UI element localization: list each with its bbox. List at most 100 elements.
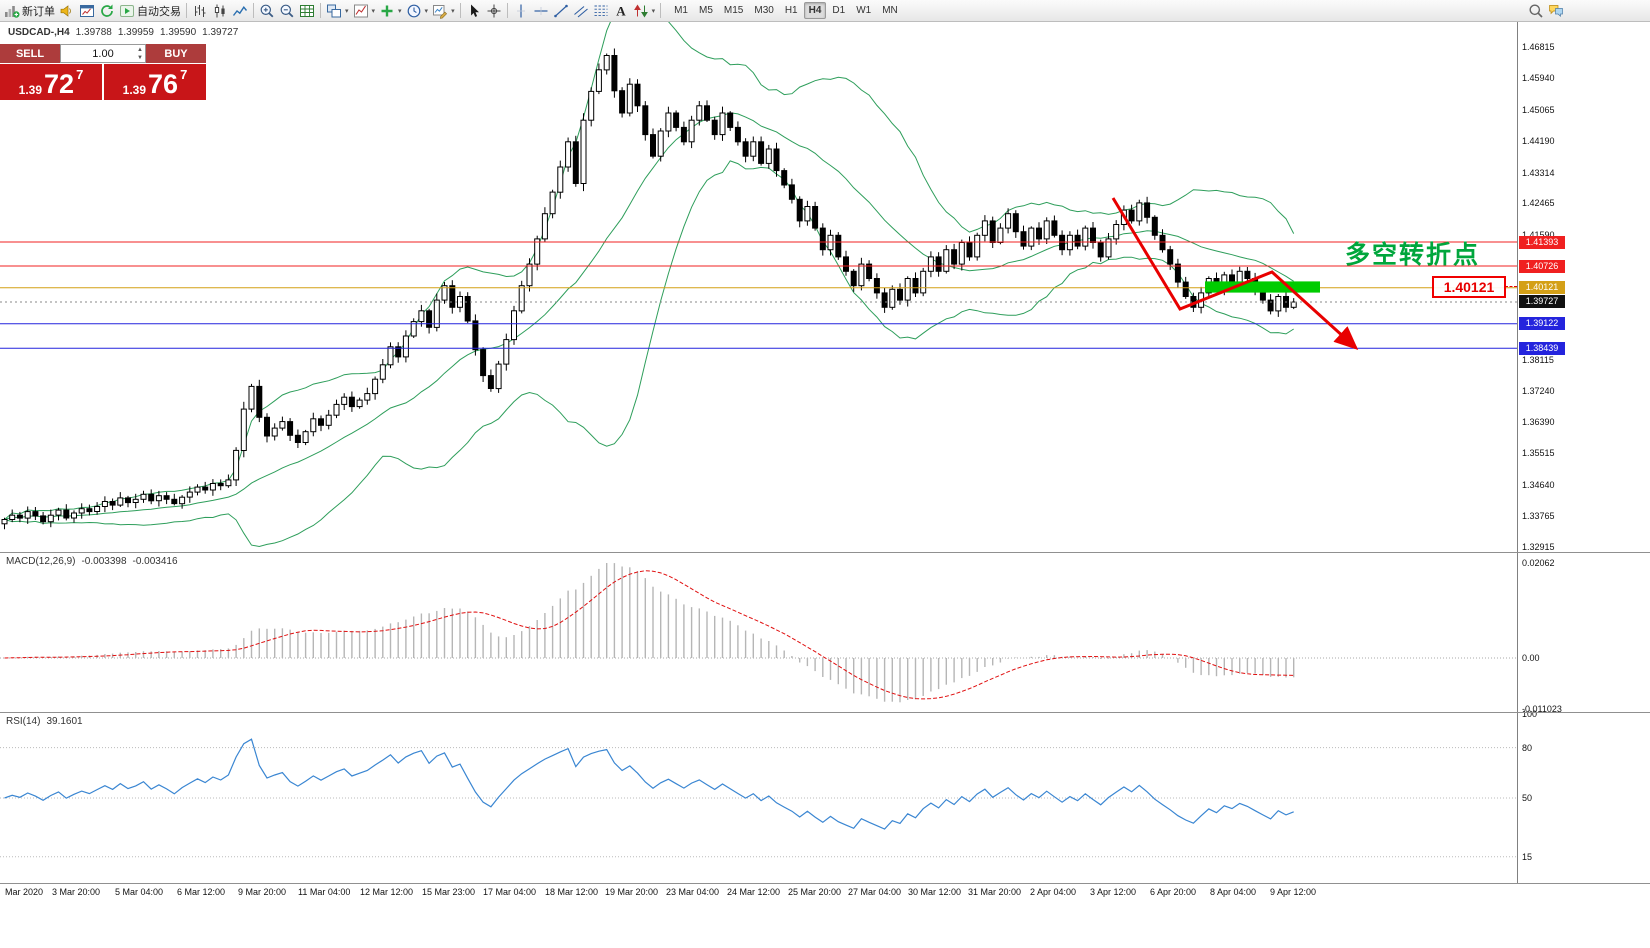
buy-price-button[interactable]: 1.39 76 7 [104, 64, 206, 100]
price-chart[interactable] [0, 22, 1517, 552]
community-chat-button[interactable] [1546, 1, 1566, 21]
new-chart-button[interactable] [77, 1, 97, 21]
dropdown-caret-icon[interactable]: ▾ [345, 7, 349, 15]
time-axis-label: 19 Mar 20:00 [605, 887, 659, 897]
timeframe-mn-button[interactable]: MN [882, 5, 898, 16]
macd-signal-line [4, 570, 1294, 700]
zoom-in-icon [259, 3, 275, 19]
profiles-button[interactable]: ▾ [324, 1, 351, 21]
price-badge: 1.40726 [1519, 260, 1565, 273]
bollinger-lower-band [4, 160, 1294, 548]
horizontal-line-button[interactable] [531, 1, 551, 21]
sell-price-button[interactable]: 1.39 72 7 [0, 64, 102, 100]
sell-button[interactable]: SELL [0, 44, 60, 63]
fibonacci-button[interactable] [591, 1, 611, 21]
price-badge: 1.40121 [1519, 281, 1565, 294]
vertical-line-button[interactable] [511, 1, 531, 21]
templates-button[interactable]: ▾ [430, 1, 457, 21]
main-chart-region[interactable]: USDCAD-,H4 1.39788 1.39959 1.39590 1.397… [0, 22, 1517, 552]
crosshair-button[interactable] [484, 1, 504, 21]
panel-divider[interactable] [0, 552, 1650, 553]
timeframe-w1-button[interactable]: W1 [856, 5, 872, 16]
tile-windows-icon [299, 3, 315, 19]
rsi-name: RSI(14) [6, 716, 41, 727]
price-axis[interactable]: 1.46815 1.45940 1.45065 1.44190 1.43314 1.424… [1517, 22, 1650, 883]
rsi-axis-label: 80 [1522, 743, 1533, 753]
timeframe-h4-button[interactable]: H4 [803, 2, 827, 19]
buy-price-sup: 7 [180, 67, 188, 82]
equidistant-channel-button[interactable] [571, 1, 591, 21]
new-chart-icon [79, 3, 95, 19]
panel-divider[interactable] [0, 712, 1650, 713]
line-chart-icon [232, 3, 248, 19]
dropdown-caret-icon[interactable]: ▾ [371, 7, 376, 15]
time-axis-label: 27 Mar 04:00 [848, 887, 902, 897]
vertical-line-icon [513, 3, 529, 19]
new-order-button[interactable]: 新订单 [2, 1, 57, 21]
refresh-button[interactable] [97, 1, 117, 21]
refresh-icon [99, 3, 115, 19]
bar-chart-button[interactable] [190, 1, 210, 21]
toolbar-separator [253, 3, 254, 18]
time-axis-label: 6 Apr 20:00 [1150, 887, 1197, 897]
trendline-button[interactable] [551, 1, 571, 21]
periods-button[interactable]: ▾ [404, 1, 431, 21]
price-axis-label: 1.34640 [1522, 480, 1555, 490]
candlestick-chart-button[interactable] [210, 1, 230, 21]
zoom-out-icon [279, 3, 295, 19]
line-chart-button[interactable] [230, 1, 250, 21]
crosshair-icon [486, 3, 502, 19]
dropdown-caret-icon[interactable]: ▾ [451, 7, 455, 15]
chart-annotation-text[interactable]: 多空转折点 [1345, 241, 1481, 269]
rsi-label: RSI(14) 39.1601 [6, 716, 83, 727]
timeframe-h1-button[interactable]: H1 [784, 5, 798, 16]
panel-divider[interactable] [0, 883, 1650, 884]
search-button[interactable] [1526, 1, 1546, 21]
zoom-out-button[interactable] [277, 1, 297, 21]
timeframe-d1-button[interactable]: D1 [832, 5, 846, 16]
macd-panel[interactable]: MACD(12,26,9) -0.003398 -0.003416 [0, 553, 1517, 712]
indicators-button[interactable]: ▾ [351, 1, 378, 21]
rsi-chart[interactable] [0, 713, 1517, 883]
autotrade-button[interactable]: 自动交易 [117, 1, 183, 21]
dropdown-caret-icon[interactable]: ▾ [651, 7, 656, 15]
time-axis-label: 3 Apr 12:00 [1090, 887, 1137, 897]
templates-icon [432, 3, 448, 19]
add-indicator-button[interactable]: ▾ [377, 1, 404, 21]
high-value: 1.39959 [117, 27, 154, 38]
macd-histogram [11, 563, 1295, 703]
timeframe-m30-button[interactable]: M30 [754, 5, 774, 16]
timeframe-m15-button[interactable]: M15 [723, 5, 744, 16]
buy-button[interactable]: BUY [146, 44, 206, 63]
text-label-icon: A [613, 3, 629, 19]
time-axis-label: 30 Mar 12:00 [908, 887, 962, 897]
timeframe-m1-button[interactable]: M1 [674, 5, 688, 16]
profiles-icon [326, 3, 342, 19]
bollinger-upper-band [4, 22, 1295, 520]
price-callout-box[interactable]: 1.40121 [1432, 276, 1506, 298]
time-axis[interactable]: Mar 2020 3 Mar 20:00 5 Mar 04:00 6 Mar 12:0… [0, 884, 1650, 948]
tile-windows-button[interactable] [297, 1, 317, 21]
zoom-in-button[interactable] [257, 1, 277, 21]
timeframe-group: M1 M5 M15 M30 H1 H4 D1 W1 MN [669, 2, 903, 19]
cursor-button[interactable] [464, 1, 484, 21]
close-value: 1.39727 [202, 27, 239, 38]
rsi-axis-label: 50 [1522, 793, 1533, 803]
time-axis-label: 6 Mar 12:00 [177, 887, 226, 897]
rsi-panel[interactable]: RSI(14) 39.1601 [0, 713, 1517, 883]
text-label-button[interactable]: A [611, 1, 631, 21]
macd-chart[interactable] [0, 553, 1517, 712]
dropdown-caret-icon[interactable]: ▾ [398, 7, 402, 15]
volume-input[interactable]: 1.00 ▲ ▼ [60, 44, 146, 63]
arrow-objects-button[interactable]: ▾ [631, 1, 658, 21]
toolbar-separator [459, 3, 461, 18]
open-value: 1.39788 [75, 27, 112, 38]
sound-button[interactable] [57, 1, 77, 21]
macd-value-main: -0.003398 [81, 556, 127, 567]
timeframe-m5-button[interactable]: M5 [699, 5, 713, 16]
dropdown-caret-icon[interactable]: ▾ [424, 7, 429, 15]
highlight-rectangle[interactable] [1205, 281, 1320, 293]
trend-arrow[interactable] [1111, 197, 1359, 351]
volume-stepper[interactable]: ▲ ▼ [137, 47, 143, 61]
rsi-value: 39.1601 [46, 716, 83, 727]
